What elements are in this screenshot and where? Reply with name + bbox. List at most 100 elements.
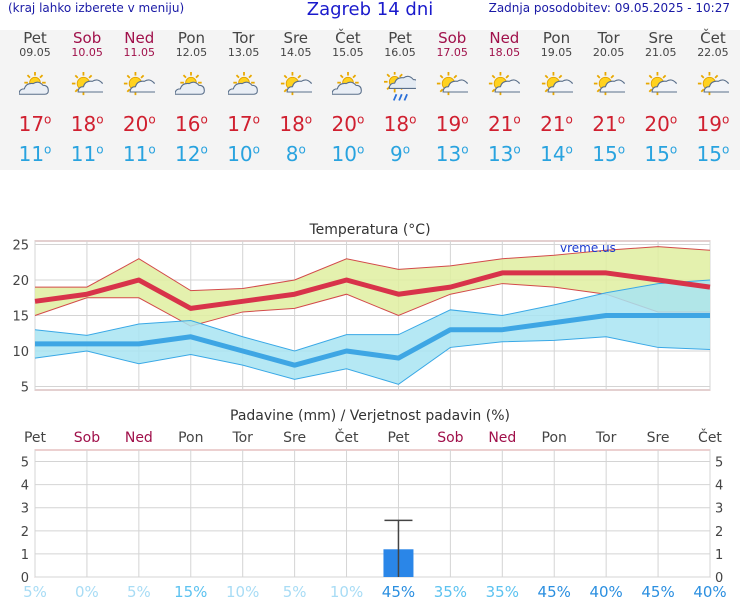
precip-day-label: Sre [283,430,306,446]
day-date: 22.05 [697,46,729,59]
day-date: 19.05 [540,46,573,59]
sun-cloud-icon [437,72,469,96]
location-menu-hint[interactable]: (kraj lahko izberete v meniju) [8,1,185,15]
min-temp: 14o [540,142,573,166]
y-tick-label: 1 [21,548,29,563]
precip-chart-title: Padavine (mm) / Verjetnost padavin (%) [230,408,510,424]
day-date: 20.05 [592,46,625,59]
y-tick-label: 15 [12,310,29,325]
min-temp: 15o [696,142,730,166]
day-date: 13.05 [227,46,260,59]
day-date: 15.05 [332,46,364,59]
min-temp: 9o [390,142,411,166]
day-column: Pon 12.05 16o 12o [165,29,217,167]
precip-day-label: Tor [595,430,617,446]
precip-probability-label: 35% [486,583,519,600]
day-date: 16.05 [384,46,416,59]
precip-probability-label: 45% [382,583,415,600]
y-tick-label: 20 [12,274,29,289]
y-tick-label: 25 [12,239,29,254]
day-column: Ned 11.05 20o 11o [113,30,165,167]
sun-cloud-icon [489,72,521,96]
day-column: Pon 19.05 21o 14o [531,30,583,167]
precip-probability-label: 0% [75,583,99,600]
sun-cloud-icon [541,72,573,96]
y-tick-label: 0 [21,571,29,586]
max-temp: 19o [435,112,469,136]
day-name: Čet [335,29,361,47]
precip-day-label: Pon [542,430,567,446]
y-tick-label-right: 5 [715,456,723,471]
precip-day-label: Pet [387,430,410,446]
precip-probability-label: 45% [641,583,674,600]
day-date: 18.05 [488,46,521,59]
watermark: vreme.us [560,241,616,255]
y-tick-label: 4 [21,479,29,494]
day-column: Sre 21.05 20o 15o [635,29,687,167]
day-name: Sre [648,29,674,47]
day-column: Čet 15.05 20o 10o [322,29,374,167]
page-title: Zagreb 14 dni [306,0,434,20]
max-temp: 21o [540,112,573,136]
day-column: Tor 20.05 21o 15o [583,29,635,167]
day-name: Tor [597,29,620,47]
partly-cloudy-icon [227,72,258,95]
day-date: 14.05 [280,46,312,59]
min-temp: 13o [487,142,521,166]
day-name: Čet [700,29,726,47]
partly-cloudy-icon [331,72,362,95]
min-temp: 12o [175,142,208,166]
day-name: Sre [283,29,309,47]
max-temp: 20o [122,112,156,136]
precip-probability-label: 10% [330,583,363,600]
day-date: 09.05 [19,46,51,59]
precip-day-label: Ned [125,430,153,446]
y-tick-label: 3 [21,502,29,517]
day-column: Pet 09.05 17o 11o [9,29,61,167]
day-date: 11.05 [123,46,156,59]
min-temp: 15o [592,142,626,166]
day-date: 17.05 [436,46,468,59]
max-temp: 20o [331,112,365,136]
day-name: Pon [177,29,206,47]
day-column: Pet 16.05 18o 9o [374,30,426,167]
precip-day-label: Sob [74,430,100,446]
precip-day-label: Ned [488,430,516,446]
y-tick-label-right: 2 [715,525,723,540]
partly-cloudy-icon [175,72,206,95]
min-temp: 10o [331,142,365,166]
precip-probability-label: 15% [174,583,207,600]
min-temp: 15o [644,142,678,166]
min-temp: 13o [435,142,469,166]
sun-cloud-icon [280,72,312,96]
last-update: Zadnja posodobitev: 09.05.2025 - 10:27 [488,1,730,15]
max-temp-band-lower-edge [34,283,710,327]
y-tick-label-right: 1 [715,548,723,563]
precip-probability-label: 40% [693,583,726,600]
day-name: Ned [489,29,520,47]
sun-cloud-icon [593,72,625,96]
sun-cloud-icon [124,72,156,96]
day-column: Sre 14.05 18o 8o [270,29,322,167]
precip-day-label: Pon [178,430,203,446]
max-temp: 16o [175,112,208,136]
precip-probability-label: 10% [226,583,259,600]
sun-cloud-icon [72,72,104,96]
max-temp: 18o [383,112,417,136]
min-temp: 11o [122,142,156,166]
day-name: Pet [23,29,47,47]
min-temp: 10o [227,142,260,166]
y-tick-label-right: 3 [715,502,723,517]
sun-cloud-icon [645,72,677,96]
day-column: Ned 18.05 21o 13o [478,29,530,167]
min-temp-band [35,280,710,385]
max-temp-band-upper-edge [35,246,711,292]
day-column: Čet 22.05 19o 15o [687,29,739,167]
day-date: 12.05 [175,46,208,59]
precip-day-label: Sob [437,430,463,446]
day-name: Sob [438,29,467,47]
day-name: Tor [232,29,255,47]
day-column: Sob 17.05 19o 13o [426,29,478,167]
y-tick-label: 10 [12,345,29,360]
